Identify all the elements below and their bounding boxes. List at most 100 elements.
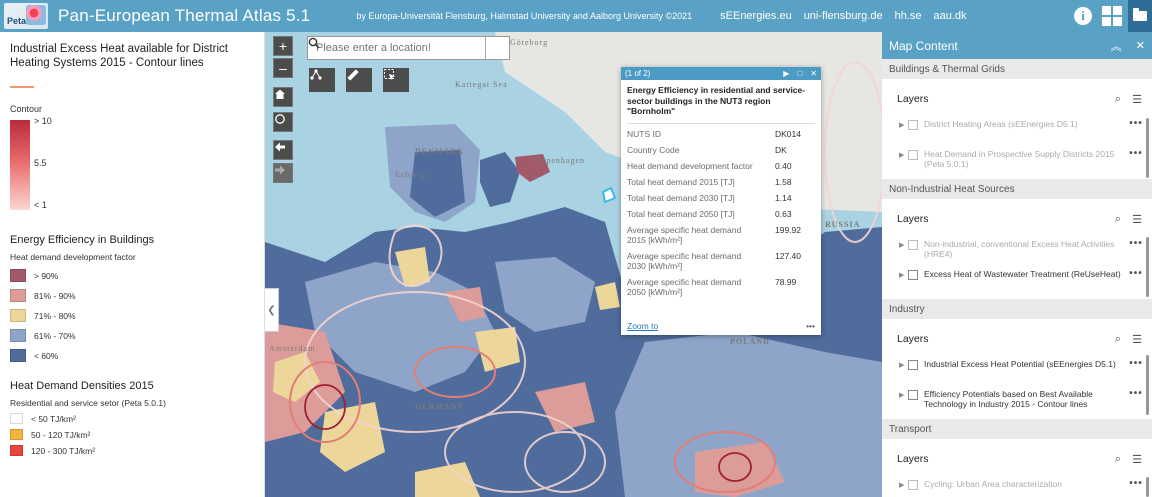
legend-collapse-toggle[interactable]: ❮: [265, 288, 279, 332]
layer-more-icon[interactable]: •••: [1129, 268, 1143, 279]
legend-efficiency-title: Energy Efficiency in Buildings: [10, 234, 155, 246]
layer-item[interactable]: ▶ Excess Heat of Wastewater Treatment (Re…: [889, 269, 1145, 299]
layer-group: Layers ⌕ ☰ ▶ Industrial Excess Heat Potentia…: [882, 319, 1152, 419]
legend-item: 61% - 70%: [10, 329, 254, 342]
attribute-value: 0.40: [775, 160, 792, 171]
previous-extent-button[interactable]: [273, 140, 293, 160]
expand-arrow-icon[interactable]: ▶: [899, 122, 905, 129]
layer-item[interactable]: ▶ Heat Demand in Prospective Supply Distr…: [889, 149, 1145, 179]
filter-list-icon[interactable]: ☰: [1132, 93, 1142, 106]
next-extent-button[interactable]: [273, 163, 293, 183]
popup-attribute-row: Total heat demand 2015 [TJ] 1.58: [627, 174, 815, 190]
scrollbar-1[interactable]: [1146, 118, 1149, 178]
ramp-tick-high: > 10: [34, 116, 52, 126]
zoom-in-button[interactable]: +: [273, 36, 293, 56]
link-aau[interactable]: aau.dk: [933, 10, 967, 22]
info-icon[interactable]: i: [1074, 7, 1092, 25]
popup-attribute-row: Average specific heat demand 2030 [kWh/m…: [627, 248, 815, 274]
legend-item: < 50 TJ/km²: [10, 413, 254, 424]
legend-item: 81% - 90%: [10, 289, 254, 302]
expand-arrow-icon[interactable]: ▶: [899, 152, 905, 159]
locate-button[interactable]: [273, 112, 293, 132]
expand-arrow-icon[interactable]: ▶: [899, 392, 905, 399]
collapse-all-icon[interactable]: ︽: [1110, 40, 1122, 53]
search-icon[interactable]: ⌕: [1114, 332, 1122, 345]
map-view[interactable]: Kattegat Sea Göteborg DENMARK Copenhagen…: [265, 32, 882, 497]
link-hh[interactable]: hh.se: [894, 10, 922, 22]
expand-arrow-icon[interactable]: ▶: [899, 242, 905, 249]
link-seenergies[interactable]: sEEnergies.eu: [720, 10, 792, 22]
link-uni-flensburg[interactable]: uni-flensburg.de: [803, 10, 883, 22]
close-icon[interactable]: ✕: [810, 69, 817, 78]
next-feature-icon[interactable]: ▶: [783, 69, 790, 78]
search-icon[interactable]: ⌕: [1114, 92, 1122, 105]
attribute-value: 127.40: [775, 250, 801, 261]
layer-checkbox[interactable]: [908, 150, 918, 160]
layer-more-icon[interactable]: •••: [1129, 118, 1143, 129]
layer-item[interactable]: ▶ Non-industrial, conventional Excess Hea…: [889, 239, 1145, 269]
layer-item[interactable]: ▶ Industrial Excess Heat Potential (sEEne…: [889, 359, 1145, 389]
layer-checkbox[interactable]: [908, 390, 918, 400]
zoom-to-link[interactable]: Zoom to: [627, 321, 659, 331]
popup-attribute-row: Average specific heat demand 2015 [kWh/m…: [627, 222, 815, 248]
layer-name: Excess Heat of Wastewater Treatment (ReU…: [924, 269, 1121, 279]
layer-more-icon[interactable]: •••: [1129, 358, 1143, 369]
expand-arrow-icon[interactable]: ▶: [899, 272, 905, 279]
expand-arrow-icon[interactable]: ▶: [899, 362, 905, 369]
measure-tool-button[interactable]: [346, 68, 372, 92]
search-icon[interactable]: ⌕: [1114, 452, 1122, 465]
legend-item-label: 120 - 300 TJ/km²: [31, 445, 96, 456]
layer-item[interactable]: ▶ Cycling: Urban Area characterization •••: [889, 479, 1145, 497]
layer-checkbox[interactable]: [908, 270, 918, 280]
layer-checkbox[interactable]: [908, 360, 918, 370]
map-label-amsterdam: Amsterdam: [269, 344, 316, 353]
share-tool-button[interactable]: [309, 68, 335, 92]
layer-group-title: Layers: [897, 213, 929, 225]
layer-group-title: Layers: [897, 453, 929, 465]
panel-close-icon[interactable]: ✕: [1135, 40, 1145, 52]
basemap-gallery-icon[interactable]: [1102, 6, 1122, 26]
layer-checkbox[interactable]: [908, 120, 918, 130]
location-search: [307, 36, 510, 60]
map-label-germany: GERMANY: [415, 402, 465, 411]
filter-list-icon[interactable]: ☰: [1132, 213, 1142, 226]
scrollbar-2[interactable]: [1146, 237, 1149, 297]
filter-list-icon[interactable]: ☰: [1132, 453, 1142, 466]
arrow-right-icon: [275, 165, 285, 175]
legend-heat-density-items: < 50 TJ/km² 50 - 120 TJ/km² 120 - 300 TJ/k…: [10, 413, 254, 456]
layer-checkbox[interactable]: [908, 480, 918, 490]
select-tool-button[interactable]: [383, 68, 409, 92]
layer-more-icon[interactable]: •••: [1129, 238, 1143, 249]
layer-more-icon[interactable]: •••: [1129, 388, 1143, 399]
legend-item: 71% - 80%: [10, 309, 254, 322]
ramp-tick-low: < 1: [34, 200, 47, 210]
peta-logo[interactable]: Peta: [4, 3, 48, 29]
search-button[interactable]: [308, 37, 509, 59]
scrollbar-3[interactable]: [1146, 355, 1149, 415]
search-icon[interactable]: ⌕: [1114, 212, 1122, 225]
expand-arrow-icon[interactable]: ▶: [899, 482, 905, 489]
layer-list-button[interactable]: [1128, 0, 1152, 32]
search-input[interactable]: [308, 37, 485, 59]
layer-more-icon[interactable]: •••: [1129, 478, 1143, 489]
layer-item[interactable]: ▶ Efficiency Potentials based on Best Ava…: [889, 389, 1145, 419]
panel-title: Map Content: [889, 38, 958, 53]
filter-list-icon[interactable]: ☰: [1132, 333, 1142, 346]
scrollbar-4[interactable]: [1146, 477, 1149, 497]
legend-item: 120 - 300 TJ/km²: [10, 445, 254, 456]
zoom-out-button[interactable]: –: [273, 58, 293, 78]
legend-efficiency-sub: Heat demand development factor: [10, 252, 136, 262]
legend-panel: Industrial Excess Heat available for Dis…: [0, 32, 265, 497]
layer-group: Layers ⌕ ☰ ▶ District Heating Areas (sEEnerg…: [882, 79, 1152, 179]
popup-more-icon[interactable]: •••: [806, 321, 815, 331]
attribute-value: 199.92: [775, 224, 801, 235]
legend-contour-label: Contour: [10, 104, 43, 114]
layer-item[interactable]: ▶ District Heating Areas (sEEnergies D5.1…: [889, 119, 1145, 149]
maximize-icon[interactable]: □: [797, 69, 803, 78]
home-button[interactable]: [273, 87, 293, 107]
popup-attribute-row: Total heat demand 2050 [TJ] 0.63: [627, 206, 815, 222]
layer-checkbox[interactable]: [908, 240, 918, 250]
attribute-name: Average specific heat demand 2030 [kWh/m…: [627, 250, 742, 271]
layer-more-icon[interactable]: •••: [1129, 148, 1143, 159]
